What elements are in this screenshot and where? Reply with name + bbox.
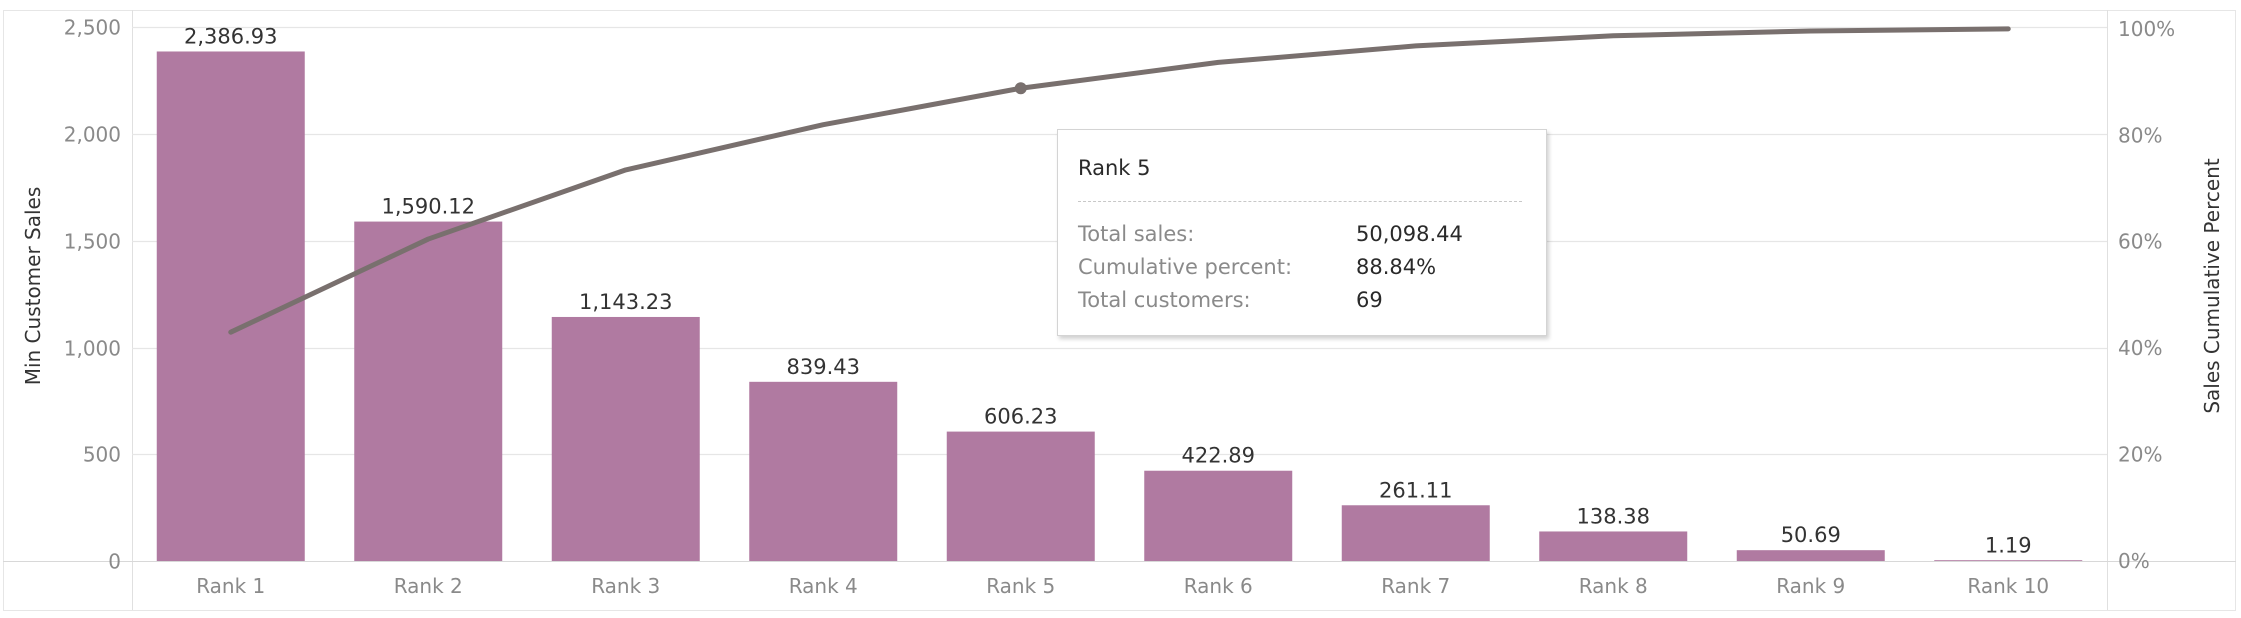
line-point bbox=[1015, 82, 1027, 94]
y-tick-label: 2,000 bbox=[64, 123, 121, 147]
x-tick-label: Rank 9 bbox=[1776, 574, 1845, 598]
bar bbox=[1737, 550, 1885, 561]
bar bbox=[1934, 560, 2082, 561]
y2-tick-label: 20% bbox=[2118, 443, 2162, 467]
tooltip-separator bbox=[1078, 201, 1522, 202]
y2-tick-label: 40% bbox=[2118, 336, 2162, 360]
bar-value-label: 1,143.23 bbox=[579, 290, 673, 314]
y-tick-label: 1,000 bbox=[64, 337, 121, 361]
tooltip-title: Rank 5 bbox=[1078, 156, 1151, 180]
tooltip-value: 50,098.44 bbox=[1356, 222, 1463, 246]
x-tick-label: Rank 10 bbox=[1967, 574, 2049, 598]
x-tick-label: Rank 7 bbox=[1381, 574, 1450, 598]
x-tick-label: Rank 1 bbox=[196, 574, 265, 598]
bar-value-label: 606.23 bbox=[984, 405, 1057, 429]
y-axis-title: Min Customer Sales bbox=[21, 187, 45, 386]
y2-tick-label: 0% bbox=[2118, 549, 2150, 573]
tooltip-label: Cumulative percent: bbox=[1078, 255, 1292, 279]
bar bbox=[1144, 471, 1292, 561]
y-tick-label: 1,500 bbox=[64, 230, 121, 254]
tooltip-value: 88.84% bbox=[1356, 255, 1436, 279]
bar-value-label: 422.89 bbox=[1182, 444, 1255, 468]
y-tick-label: 0 bbox=[108, 550, 121, 574]
x-tick-label: Rank 2 bbox=[394, 574, 463, 598]
bar-value-label: 1.19 bbox=[1985, 534, 2032, 558]
x-tick-label: Rank 5 bbox=[986, 574, 1055, 598]
x-tick-label: Rank 4 bbox=[789, 574, 858, 598]
x-tick-label: Rank 8 bbox=[1579, 574, 1648, 598]
y2-tick-label: 80% bbox=[2118, 123, 2162, 147]
bar bbox=[552, 317, 700, 561]
y2-tick-label: 100% bbox=[2118, 17, 2175, 41]
bar bbox=[749, 382, 897, 561]
y2-axis-title: Sales Cumulative Percent bbox=[2200, 158, 2224, 414]
x-tick-label: Rank 6 bbox=[1184, 574, 1253, 598]
bar-value-label: 138.38 bbox=[1577, 504, 1650, 528]
bar bbox=[947, 432, 1095, 561]
y-tick-label: 500 bbox=[83, 443, 121, 467]
bar-value-label: 1,590.12 bbox=[381, 195, 475, 219]
bar-value-label: 839.43 bbox=[787, 355, 860, 379]
y-tick-label: 2,500 bbox=[64, 16, 121, 40]
tooltip: Rank 5 Total sales: 50,098.44 Cumulative… bbox=[1057, 129, 1547, 336]
bar bbox=[1539, 531, 1687, 561]
tooltip-value: 69 bbox=[1356, 288, 1383, 312]
bar-value-label: 2,386.93 bbox=[184, 24, 278, 48]
tooltip-label: Total sales: bbox=[1078, 222, 1194, 246]
x-tick-label: Rank 3 bbox=[591, 574, 660, 598]
tooltip-label: Total customers: bbox=[1078, 288, 1251, 312]
bar bbox=[354, 222, 502, 561]
bar bbox=[1342, 505, 1490, 561]
bar-value-label: 50.69 bbox=[1781, 523, 1841, 547]
bar-value-label: 261.11 bbox=[1379, 478, 1452, 502]
y2-tick-label: 60% bbox=[2118, 230, 2162, 254]
